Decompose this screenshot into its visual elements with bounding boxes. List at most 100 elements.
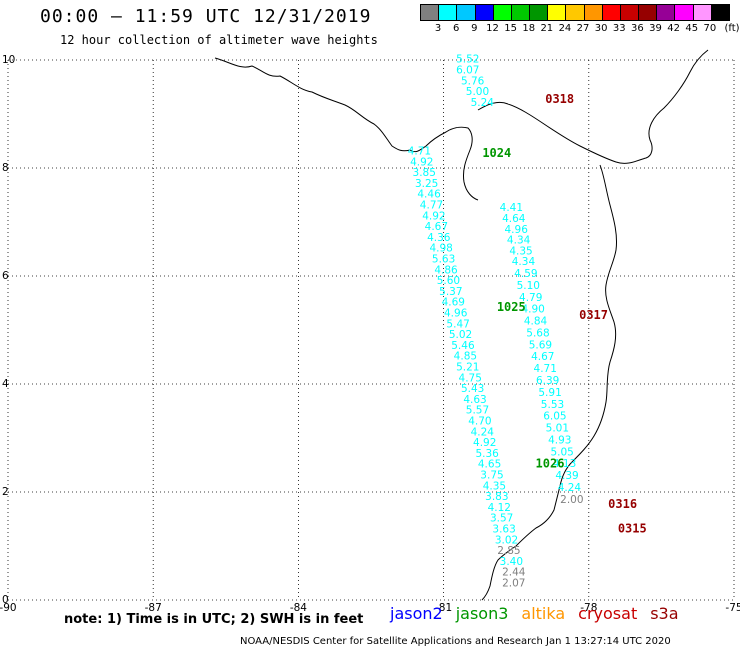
y-tick-label: 2 (2, 486, 9, 498)
wave-height-value: 5.76 (461, 75, 485, 87)
x-tick-label: -87 (145, 602, 162, 614)
legend-label: 3 (434, 23, 442, 34)
legend-swatch (693, 5, 712, 20)
legend-labels: 3 6 9 12 15 18 21 24 27 30 33 36 39 42 45 70 (ft) (420, 21, 740, 35)
map-title: 00:00 – 11:59 UTC 12/31/2019 (40, 6, 372, 27)
wave-height-value: 5.24 (471, 97, 495, 109)
wave-height-value: 5.02 (449, 329, 472, 341)
pass-labels: 1024 1025 1026 0318 0317 0316 0315 (482, 92, 646, 535)
wave-height-value: 3.57 (490, 513, 513, 525)
legend-swatch (548, 5, 567, 20)
legend-label: 27 (576, 23, 590, 34)
pass-label: 1025 (497, 300, 526, 314)
wave-height-value: 5.00 (466, 86, 489, 98)
wave-height-value: 2.44 (502, 567, 526, 579)
wave-height-value: 4.59 (514, 268, 537, 280)
pass-label: 1026 (536, 457, 565, 471)
wave-height-value: 4.70 (468, 416, 491, 428)
wave-height-value: 3.63 (492, 524, 515, 536)
legend-label: 6 (453, 23, 460, 34)
legend-swatch (493, 5, 512, 20)
legend-label: 9 (471, 23, 478, 34)
legend-label: 30 (594, 23, 608, 34)
wave-height-value: 5.01 (546, 423, 569, 435)
wave-height-value: 4.75 (459, 372, 482, 384)
wave-height-value: 4.64 (502, 213, 526, 225)
wave-height-value: 6.07 (456, 65, 479, 77)
wave-height-value: 5.47 (446, 318, 469, 330)
legend-label: 39 (649, 23, 662, 34)
axis-labels: -90 -87 -84 -81 -78 -75 10 8 6 4 2 0 (0, 54, 740, 614)
wave-height-value: 4.65 (478, 459, 501, 471)
wave-height-value: 2.00 (560, 494, 583, 506)
y-tick-label: 8 (2, 162, 9, 174)
wave-height-value: 3.02 (495, 534, 518, 546)
satellite-name: cryosat (578, 604, 638, 623)
legend-label: 36 (631, 23, 644, 34)
satellite-name: jason2 (390, 604, 443, 623)
wave-height-value: 4.92 (410, 156, 433, 168)
wave-height-value: 3.83 (485, 491, 508, 503)
legend-swatch (511, 5, 531, 20)
legend-swatch (711, 5, 729, 20)
wave-height-value: 4.92 (422, 210, 445, 222)
pass-label: 0315 (618, 522, 647, 536)
wave-height-value: 6.05 (543, 411, 566, 423)
legend-swatch (566, 5, 585, 20)
wave-height-value: 4.67 (531, 351, 554, 363)
y-tick-label: 10 (2, 54, 15, 66)
satellite-name: altika (521, 604, 566, 623)
coastline (214, 49, 709, 601)
wave-height-value: 4.77 (420, 200, 443, 212)
legend-color-bar (420, 4, 730, 21)
legend-label: 70 (703, 23, 717, 34)
x-tick-label: -90 (0, 602, 17, 614)
legend-label: 15 (504, 23, 517, 34)
altimeter-tracks: 5.526.075.765.005.24 4.714.923.853.254.46… (408, 54, 584, 590)
legend-swatch (475, 5, 494, 20)
wave-height-value: 3.40 (500, 556, 523, 568)
wave-height-value: 5.60 (437, 275, 460, 287)
wave-height-value: 5.46 (451, 340, 475, 352)
x-tick-label: -81 (435, 602, 452, 614)
legend-label: 12 (486, 23, 499, 34)
wave-height-value: 5.69 (529, 339, 552, 351)
legend-swatch (639, 5, 658, 20)
grid-lines (7, 59, 735, 601)
wave-height-value: 5.91 (538, 387, 561, 399)
pass-label: 0316 (608, 497, 637, 511)
legend-label: 33 (612, 23, 626, 34)
legend-swatch (421, 5, 440, 20)
wave-height-value: 4.24 (471, 426, 495, 438)
track-north: 5.526.075.765.005.24 (456, 54, 494, 109)
legend-label: 21 (540, 23, 554, 34)
wave-height-value: 5.43 (461, 383, 484, 395)
legend-label: 45 (685, 23, 699, 34)
track-1024: 4.714.923.853.254.464.774.924.674.364.98… (408, 146, 526, 590)
wave-height-value: 5.21 (456, 362, 479, 374)
wave-height-value: 5.36 (475, 448, 499, 460)
y-tick-label: 6 (2, 270, 9, 282)
x-tick-label: -78 (580, 602, 597, 614)
wave-height-value: 4.46 (417, 189, 441, 201)
wave-height-value: 4.36 (427, 232, 451, 244)
pass-label: 1024 (482, 146, 511, 160)
wave-height-value: 5.63 (432, 254, 455, 266)
wave-height-value: 3.25 (415, 178, 438, 190)
color-legend: 3 6 9 12 15 18 21 24 27 30 33 36 39 42 45 70 (ft) (420, 4, 740, 35)
track-0317: 4.414.644.964.344.354.344.595.104.794.90… (500, 202, 584, 506)
wave-height-value: 4.96 (505, 224, 529, 236)
coastline-panama-colombia (477, 49, 709, 164)
legend-swatch (530, 5, 549, 20)
wave-height-value: 4.71 (408, 146, 431, 158)
wave-height-value: 4.84 (524, 316, 548, 328)
y-tick-label: 4 (2, 378, 9, 390)
wave-height-value: 5.05 (550, 446, 573, 458)
wave-height-value: 4.12 (488, 502, 511, 514)
wave-height-value: 4.96 (444, 308, 468, 320)
wave-height-value: 4.35 (483, 480, 506, 492)
satellite-key: jason2 jason3 altika cryosat s3a (390, 604, 692, 623)
wave-height-value: 4.92 (473, 437, 496, 449)
legend-label: 42 (667, 23, 681, 34)
wave-height-value: 4.98 (429, 243, 452, 255)
